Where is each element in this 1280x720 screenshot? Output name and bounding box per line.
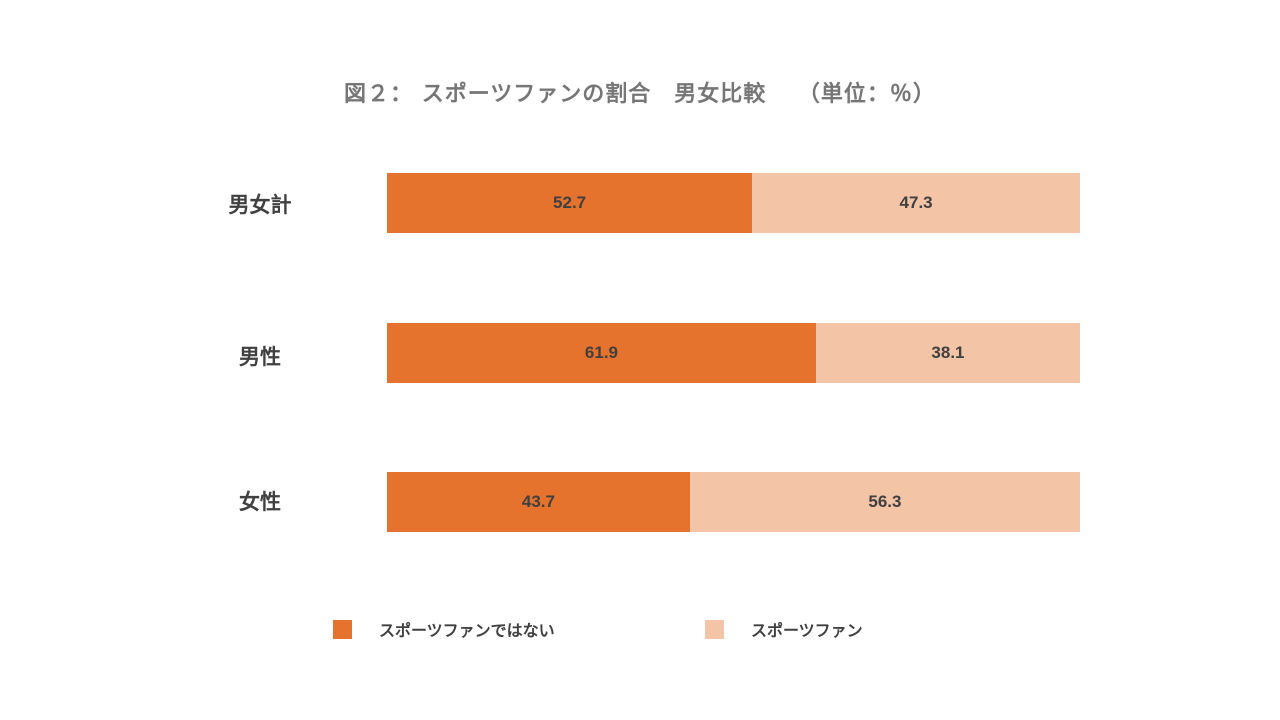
data-label: 56.3: [868, 492, 902, 511]
bar-segment-fan: 56.3: [689, 472, 1080, 532]
bar-female: 43.7 56.3: [387, 472, 1080, 532]
category-label-female: 女性: [239, 490, 281, 514]
data-label: 43.7: [521, 492, 555, 511]
bar-segment-fan: 38.1: [815, 323, 1080, 383]
data-label: 61.9: [584, 343, 619, 362]
legend-item-fan: スポーツファン: [705, 619, 863, 640]
chart-title: 図２： スポーツファンの割合 男女比較 （単位：％）: [344, 82, 936, 107]
bar-male: 61.9 38.1: [387, 323, 1080, 383]
data-label: 47.3: [899, 193, 933, 212]
data-label: 52.7: [553, 193, 587, 212]
legend-swatch-icon: [333, 619, 352, 639]
bar-total: 52.7 47.3: [387, 173, 1080, 233]
data-label: 38.1: [931, 343, 965, 362]
bar-segment-not-fan: 52.7: [387, 173, 753, 233]
legend-swatch-icon: [705, 619, 724, 639]
bar-segment-not-fan: 61.9: [387, 323, 816, 383]
category-label-male: 男性: [239, 345, 281, 369]
category-label-total: 男女計: [228, 193, 292, 217]
legend-label: スポーツファンではない: [379, 621, 555, 640]
bar-segment-not-fan: 43.7: [387, 472, 690, 532]
legend-label: スポーツファン: [751, 621, 863, 640]
bar-segment-fan: 47.3: [752, 173, 1080, 233]
legend-item-not-fan: スポーツファンではない: [333, 619, 555, 640]
